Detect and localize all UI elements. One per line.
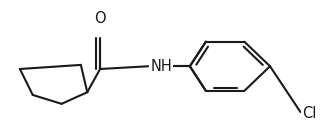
- Text: NH: NH: [150, 59, 172, 74]
- Text: O: O: [94, 11, 106, 26]
- Text: Cl: Cl: [302, 106, 317, 121]
